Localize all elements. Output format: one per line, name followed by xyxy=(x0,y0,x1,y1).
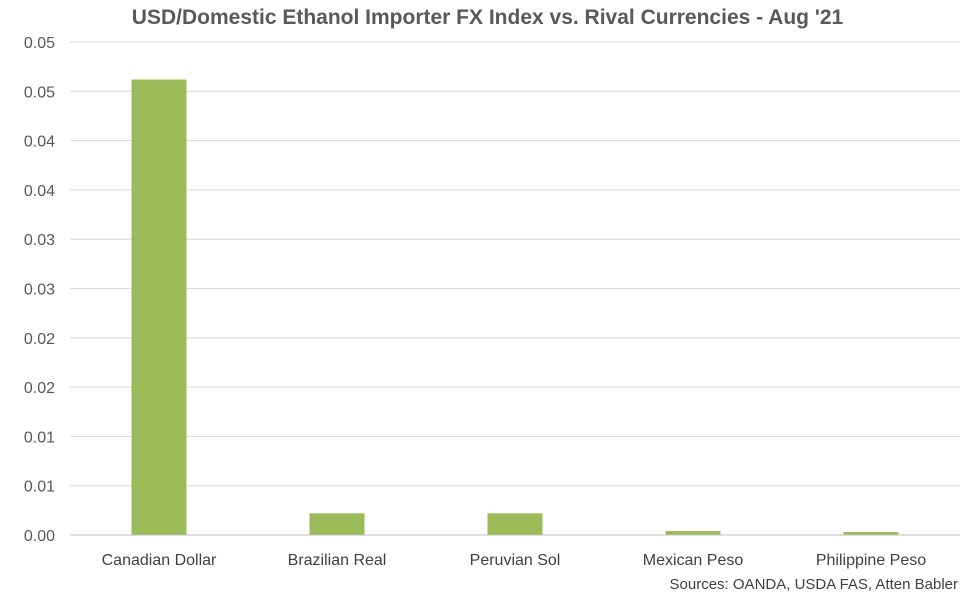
bar-philippine-peso xyxy=(843,532,899,535)
bar-canadian-dollar xyxy=(131,79,187,535)
y-tick-label: 0.03 xyxy=(24,232,55,249)
y-tick-label: 0.05 xyxy=(24,35,55,52)
y-tick-label: 0.04 xyxy=(24,183,55,200)
chart-title: USD/Domestic Ethanol Importer FX Index v… xyxy=(131,6,844,29)
bar-mexican-peso xyxy=(665,531,721,535)
x-category-label: Philippine Peso xyxy=(816,552,926,569)
y-tick-label: 0.04 xyxy=(24,134,55,151)
y-tick-label: 0.05 xyxy=(24,84,55,101)
x-category-label: Canadian Dollar xyxy=(102,552,217,569)
y-tick-label: 0.01 xyxy=(24,429,55,446)
source-note: Sources: OANDA, USDA FAS, Atten Babler xyxy=(669,576,958,593)
y-tick-label: 0.01 xyxy=(24,479,55,496)
y-tick-label: 0.03 xyxy=(24,282,55,299)
x-category-label: Brazilian Real xyxy=(288,552,387,569)
x-category-label: Mexican Peso xyxy=(643,552,744,569)
y-axis-ticks: 0.00 0.01 0.01 0.02 0.02 0.03 0.03 0.04 0.04 0.05… xyxy=(24,35,55,545)
bar-peruvian-sol xyxy=(487,513,543,535)
bar-brazilian-real xyxy=(309,513,365,535)
bars xyxy=(131,79,899,535)
y-tick-label: 0.02 xyxy=(24,331,55,348)
y-tick-label: 0.00 xyxy=(24,528,55,545)
y-tick-label: 0.02 xyxy=(24,380,55,397)
gridlines xyxy=(70,41,960,487)
x-axis-categories: Canadian Dollar Brazilian Real Peruvian So… xyxy=(102,552,927,569)
x-category-label: Peruvian Sol xyxy=(470,552,561,569)
